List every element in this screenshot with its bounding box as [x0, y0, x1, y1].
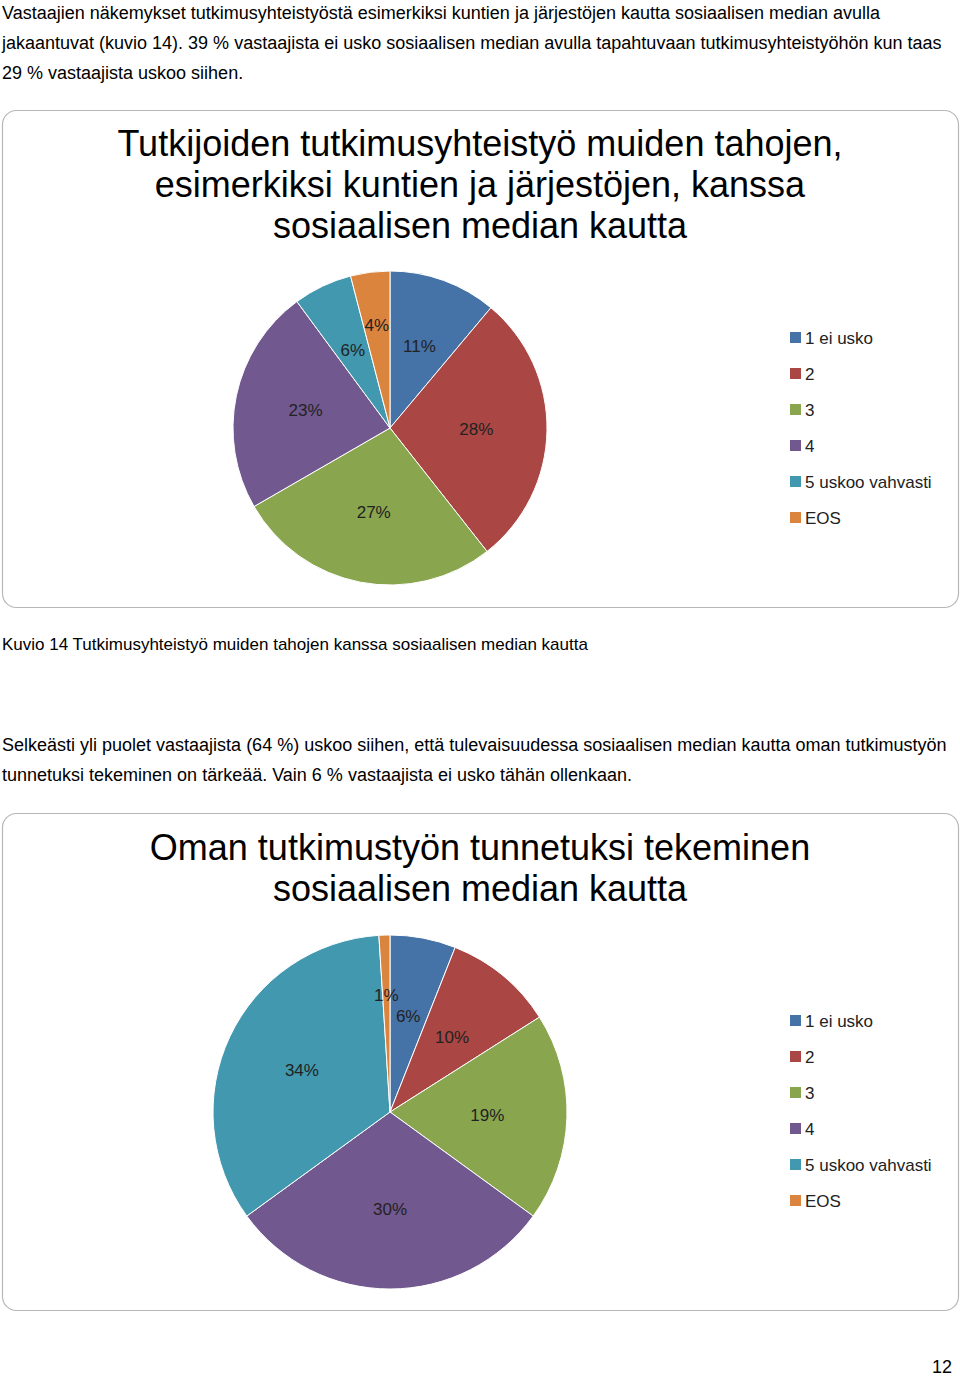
legend-swatch — [790, 1195, 801, 1206]
pie-slice — [213, 935, 390, 1216]
data-label: 6% — [341, 341, 366, 360]
chart-frame — [3, 111, 959, 608]
legend-label: 4 — [805, 1120, 814, 1139]
legend-swatch — [790, 1087, 801, 1098]
caption: Kuvio 14 Tutkimusyhteistyö muiden tahoje… — [2, 633, 952, 657]
legend-label: 5 uskoo vahvasti — [805, 473, 932, 492]
legend-label: 2 — [805, 365, 814, 384]
legend-label: 1 ei usko — [805, 329, 873, 348]
legend-label: 4 — [805, 437, 814, 456]
legend-label: 5 uskoo vahvasti — [805, 1156, 932, 1175]
data-label: 11% — [403, 337, 436, 356]
legend-swatch — [790, 1015, 801, 1026]
legend-swatch — [790, 332, 801, 343]
pie-slice — [379, 935, 390, 1112]
legend-swatch — [790, 512, 801, 523]
legend-label: 2 — [805, 1048, 814, 1067]
data-label: 27% — [357, 503, 391, 522]
paragraph: Vastaajien näkemykset tutkimusyhteistyös… — [2, 0, 952, 88]
data-label: 19% — [470, 1106, 504, 1125]
data-label: 34% — [285, 1061, 319, 1080]
data-label: 28% — [459, 420, 493, 439]
data-label: 23% — [288, 401, 322, 420]
data-label: 10% — [435, 1028, 469, 1047]
pie — [213, 935, 567, 1289]
legend-swatch — [790, 440, 801, 451]
data-label: 6% — [396, 1007, 421, 1026]
legend-label: 3 — [805, 401, 814, 420]
data-label: 30% — [373, 1200, 407, 1219]
legend-swatch — [790, 404, 801, 415]
legend-swatch — [790, 1051, 801, 1062]
legend-swatch — [790, 1123, 801, 1134]
legend-swatch — [790, 1159, 801, 1170]
data-label: 1% — [374, 986, 399, 1005]
legend-label: EOS — [805, 509, 841, 528]
chart-title: Oman tutkimustyön tunnetuksi tekeminen s… — [105, 827, 855, 909]
page: 11% 28% 27% 23% 6% 4% 1 ei usko 2 3 4 5 uskoo vahv… — [0, 0, 960, 1379]
data-label: 4% — [365, 316, 390, 335]
legend-label: EOS — [805, 1192, 841, 1211]
legend-label: 1 ei usko — [805, 1012, 873, 1031]
legend-swatch — [790, 368, 801, 379]
legend-swatch — [790, 476, 801, 487]
chart-title: Tutkijoiden tutkimusyhteistyö muiden tah… — [105, 123, 855, 246]
pie-slice — [233, 302, 390, 507]
pie — [233, 271, 547, 585]
legend-label: 3 — [805, 1084, 814, 1103]
chart-frame — [3, 814, 959, 1311]
paragraph: Selkeästi yli puolet vastaajista (64 %) … — [2, 730, 952, 790]
page-number: 12 — [932, 1355, 952, 1379]
